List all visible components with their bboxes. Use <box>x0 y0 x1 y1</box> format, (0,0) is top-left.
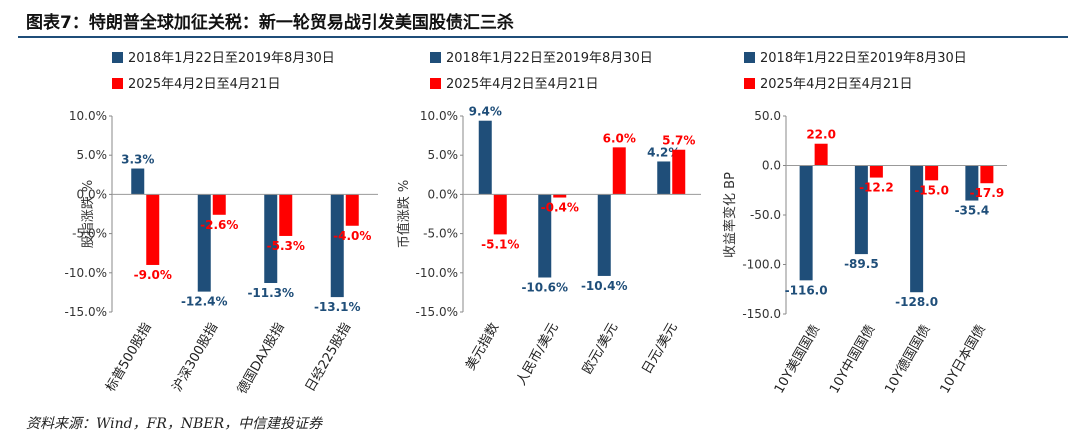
y-axis-label: 收益率变化 BP <box>722 172 738 258</box>
bar-series2 <box>980 165 994 184</box>
bar-series2 <box>553 194 567 198</box>
bar-series1 <box>330 194 344 298</box>
data-label-series1: -11.3% <box>247 286 294 300</box>
ytick-label: 0.0 <box>762 159 781 173</box>
data-label-series2: -12.2 <box>859 181 894 195</box>
data-label-series1: -10.6% <box>521 281 568 295</box>
data-label-series2: -4.0% <box>333 229 371 243</box>
bar-series1 <box>657 161 671 195</box>
legend-swatch-2 <box>744 78 755 89</box>
bar-series1 <box>264 194 278 283</box>
category-label: 沪深300股指 <box>169 320 221 395</box>
category-label: 美元指数 <box>463 321 502 374</box>
category-label: 欧元/美元 <box>580 321 621 377</box>
bar-series1 <box>131 168 145 195</box>
data-label-series2: 5.7% <box>662 134 695 148</box>
figure-title: 图表7：特朗普全球加征关税：新一轮贸易战引发美国股债汇三杀 <box>26 13 514 33</box>
legend-label-2: 2025年4月2日至4月21日 <box>760 77 912 92</box>
data-label-series1: 4.2% <box>647 145 680 159</box>
data-label-series1: 9.4% <box>469 105 502 119</box>
y-axis-label: 股指涨跌 % <box>80 180 96 249</box>
bar-series1 <box>799 165 813 281</box>
legend-swatch-1 <box>744 52 755 63</box>
ytick-label: -10.0% <box>416 266 458 280</box>
ytick-label: 5.0% <box>428 148 459 162</box>
data-label-series1: -12.4% <box>181 295 228 309</box>
ytick-label: -100.0 <box>742 258 781 272</box>
data-label-series1: -116.0 <box>785 283 828 297</box>
legend-label-1: 2018年1月22日至2019年8月30日 <box>128 51 335 66</box>
legend-label-2: 2025年4月2日至4月21日 <box>446 77 598 92</box>
bar-series2 <box>345 194 359 226</box>
data-label-series1: -10.4% <box>581 279 628 293</box>
ytick-label: -15.0% <box>416 305 458 319</box>
ytick-label: 0.0% <box>77 187 108 201</box>
data-label-series1: -13.1% <box>314 300 361 314</box>
data-label-series2: -17.9 <box>970 186 1005 200</box>
category-label: 日经225股指 <box>303 321 354 395</box>
data-label-series2: -2.6% <box>200 218 238 232</box>
bar-series2 <box>279 194 293 236</box>
data-label-series2: -5.3% <box>267 239 305 253</box>
bar-series2 <box>146 194 160 265</box>
data-label-series1: -35.4 <box>955 204 990 218</box>
legend-swatch-1 <box>112 52 123 63</box>
bar-series2 <box>925 165 939 181</box>
data-label-series2: -0.4% <box>541 201 579 215</box>
ytick-label: -5.0% <box>423 227 458 241</box>
bar-series1 <box>538 194 552 278</box>
data-label-series1: 3.3% <box>121 153 154 167</box>
data-label-series2: -5.1% <box>481 237 519 251</box>
bar-series1 <box>965 165 979 201</box>
data-label-series2: 6.0% <box>603 131 636 145</box>
bar-series2 <box>672 149 686 195</box>
data-label-series1: -128.0 <box>895 295 938 309</box>
ytick-label: 5.0% <box>77 148 108 162</box>
legend-swatch-2 <box>112 78 123 89</box>
data-label-series1: -89.5 <box>844 257 879 271</box>
bar-series1 <box>597 194 611 276</box>
bar-series1 <box>478 120 492 195</box>
data-label-series2: 22.0 <box>806 128 836 142</box>
data-label-series2: -9.0% <box>134 268 172 282</box>
data-label-series2: -15.0 <box>914 183 949 197</box>
legend-swatch-1 <box>430 52 441 63</box>
figure-source: 资料来源：Wind，FR，NBER，中信建投证券 <box>26 416 323 432</box>
ytick-label: -10.0% <box>65 266 107 280</box>
legend-swatch-2 <box>430 78 441 89</box>
bar-series2 <box>814 143 828 166</box>
charts-canvas: 2018年1月22日至2019年8月30日 2025年4月2日至4月21日 10.0… <box>65 51 1007 397</box>
bar-series2 <box>212 194 226 215</box>
ytick-label: -5.0% <box>72 227 107 241</box>
category-label: 10Y中国国债 <box>827 323 878 397</box>
ytick-label: 50.0 <box>754 109 781 123</box>
legend-label-1: 2018年1月22日至2019年8月30日 <box>446 51 653 66</box>
ytick-label: 10.0% <box>69 109 107 123</box>
bar-series2 <box>493 194 507 235</box>
category-label: 日元/美元 <box>640 321 681 377</box>
ytick-label: 0.0% <box>428 187 459 201</box>
bar-series1 <box>854 165 868 255</box>
ytick-label: 10.0% <box>420 109 458 123</box>
bar-series2 <box>612 147 626 195</box>
ytick-label: -50.0 <box>750 208 781 222</box>
category-label: 人民币/美元 <box>514 321 562 389</box>
category-label: 10Y德国国债 <box>882 323 933 397</box>
legend-label-2: 2025年4月2日至4月21日 <box>128 77 280 92</box>
title-divider <box>18 36 1068 38</box>
bar-series2 <box>869 165 883 178</box>
category-label: 德国DAX股指 <box>235 321 288 397</box>
legend-label-1: 2018年1月22日至2019年8月30日 <box>760 51 967 66</box>
category-label: 10Y美国国债 <box>772 323 823 397</box>
y-axis-label: 币值涨跌 % <box>396 180 412 249</box>
bar-series1 <box>910 165 924 293</box>
category-label: 10Y日本国债 <box>938 323 989 397</box>
bar-series1 <box>197 194 211 292</box>
category-label: 标普500股指 <box>103 321 154 395</box>
ytick-label: -150.0 <box>742 307 781 321</box>
ytick-label: -15.0% <box>65 305 107 319</box>
